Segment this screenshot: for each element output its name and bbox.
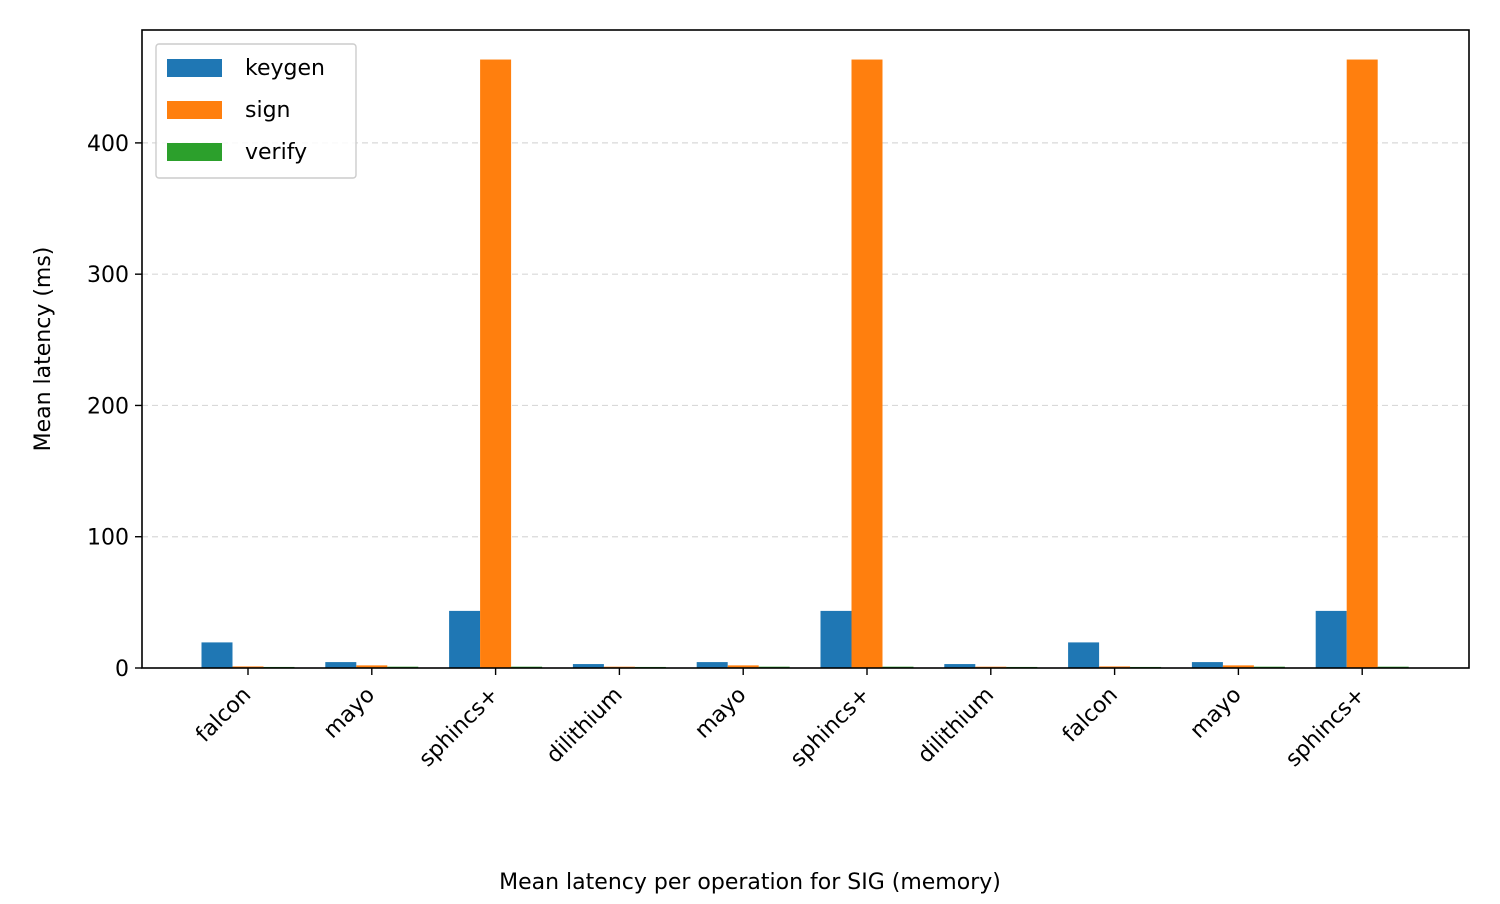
plot-area-frame	[141, 29, 1470, 669]
legend-swatch-verify	[167, 143, 222, 161]
legend-label-keygen: keygen	[245, 56, 325, 81]
bars	[201, 59, 1409, 668]
bar-sign	[851, 59, 883, 668]
bar-sign	[480, 59, 512, 668]
x-tick-label: sphincs+	[1281, 683, 1370, 772]
y-tick-label: 300	[87, 263, 129, 288]
x-tick-label: sphincs+	[786, 683, 875, 772]
legend-swatch-keygen	[167, 59, 222, 77]
y-tick-label: 200	[87, 394, 129, 419]
x-axis: falcon mayo sphincs+ dilithium mayo sphincs+ d…	[191, 668, 1370, 772]
bar-keygen	[820, 610, 852, 668]
bar-sign	[727, 665, 759, 668]
x-axis-label: Mean latency per operation for SIG (memo…	[499, 870, 1001, 895]
x-tick-label: falcon	[191, 683, 256, 748]
bar-keygen	[696, 662, 728, 668]
x-tick-label: dilithium	[913, 683, 999, 769]
bar-keygen	[1315, 610, 1347, 668]
legend-swatch-sign	[167, 101, 222, 119]
bar-sign	[356, 665, 388, 668]
x-tick-label: falcon	[1058, 683, 1123, 748]
legend: keygen sign verify	[155, 43, 357, 179]
bar-keygen	[1191, 662, 1223, 668]
bar-keygen	[449, 610, 481, 668]
y-tick-label: 0	[115, 657, 129, 682]
legend-label-verify: verify	[245, 140, 307, 165]
gridlines	[142, 142, 1469, 538]
y-tick-label: 400	[87, 132, 129, 157]
y-axis-label: Mean latency (ms)	[31, 247, 56, 452]
y-tick-label: 100	[87, 526, 129, 551]
bar-keygen	[1068, 642, 1100, 668]
bar-keygen	[201, 642, 233, 668]
x-tick-label: sphincs+	[414, 683, 503, 772]
bar-keygen	[325, 662, 357, 668]
x-tick-label: mayo	[319, 683, 380, 744]
x-tick-label: mayo	[690, 683, 751, 744]
y-axis: 0 100 200 300 400	[87, 132, 142, 682]
bar-sign	[1346, 59, 1378, 668]
x-tick-label: dilithium	[542, 683, 628, 769]
bar-keygen	[944, 664, 976, 668]
bar-sign	[1222, 665, 1254, 668]
bar-keygen	[572, 664, 604, 668]
legend-label-sign: sign	[245, 98, 290, 123]
x-tick-label: mayo	[1186, 683, 1247, 744]
